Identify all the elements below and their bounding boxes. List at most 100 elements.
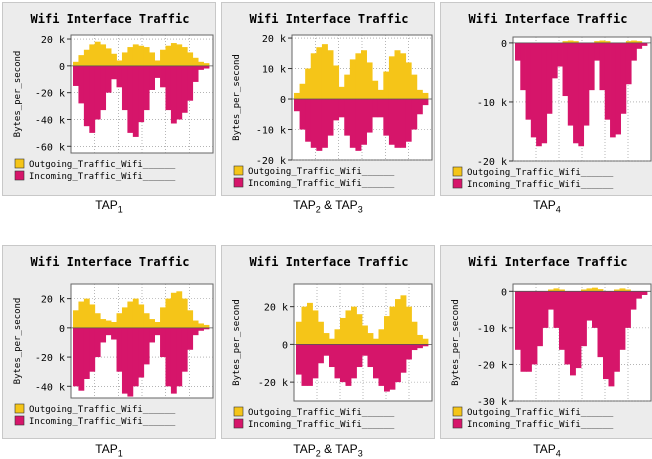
incoming-bar <box>395 344 401 383</box>
legend-label-outgoing: Outgoing_Traffic_Wifi______ <box>467 408 614 418</box>
incoming-bar <box>94 65 101 120</box>
incoming-bar <box>307 344 313 386</box>
incoming-bar <box>329 344 335 368</box>
incoming-bar <box>546 42 553 114</box>
incoming-bar <box>630 291 637 310</box>
chart-title: Wifi Interface Traffic <box>469 12 628 26</box>
y-axis-label: Bytes_per_second <box>451 299 461 386</box>
incoming-bar <box>553 291 560 328</box>
outgoing-bar <box>411 321 418 345</box>
incoming-bar <box>411 344 418 351</box>
outgoing-bar <box>422 338 429 345</box>
outgoing-bar <box>143 313 150 328</box>
incoming-bar <box>165 327 172 387</box>
incoming-bar <box>394 99 401 148</box>
outgoing-bar <box>362 325 368 345</box>
incoming-bar <box>583 42 590 126</box>
legend-label-incoming: Incoming_Traffic_Wifi______ <box>467 180 614 190</box>
traffic-chart-panel: Wifi Interface Traffic 20 k 0 -20 k -40 k -60… <box>2 2 216 196</box>
y-axis-label: Bytes_per_second <box>232 299 242 386</box>
legend-swatch-incoming <box>14 415 25 426</box>
outgoing-bar <box>321 44 328 100</box>
outgoing-bar <box>301 306 308 345</box>
legend-label-incoming: Incoming_Traffic_Wifi______ <box>29 417 176 427</box>
incoming-bar <box>312 344 319 379</box>
outgoing-bar <box>349 59 356 100</box>
legend-swatch-incoming <box>233 418 244 429</box>
incoming-bar <box>564 291 571 365</box>
incoming-bar <box>388 99 395 145</box>
outgoing-bar <box>344 74 351 100</box>
chart-svg: Wifi Interface Traffic 20 k 0 -20 k -40 k -60… <box>13 12 214 182</box>
outgoing-bar <box>389 306 396 345</box>
outgoing-bar <box>573 41 579 43</box>
incoming-bar <box>586 291 593 321</box>
outgoing-bar <box>299 83 306 100</box>
incoming-bar <box>557 42 563 67</box>
incoming-bar <box>625 42 632 85</box>
outgoing-bar <box>83 298 90 328</box>
outgoing-bar <box>89 304 96 328</box>
caption-sub: 2 <box>315 448 321 459</box>
incoming-bar <box>132 327 139 387</box>
chart-title: Wifi Interface Traffic <box>469 255 628 269</box>
legend-label-outgoing: Outgoing_Traffic_Wifi______ <box>29 160 176 170</box>
incoming-bar <box>127 65 134 133</box>
legend-swatch-outgoing <box>452 406 463 417</box>
outgoing-bar <box>553 288 560 292</box>
outgoing-bar <box>116 313 123 328</box>
legend-label-incoming: Incoming_Traffic_Wifi______ <box>248 179 395 189</box>
incoming-bar <box>356 344 363 368</box>
incoming-bar <box>526 291 532 372</box>
caption-base: TAP <box>533 198 556 212</box>
incoming-bar <box>105 327 112 336</box>
outgoing-bar <box>111 53 117 66</box>
outgoing-bar <box>203 63 210 66</box>
chart-svg: Wifi Interface Traffic 0 -10 k -20 kOutgoin… <box>452 12 652 190</box>
incoming-bar <box>581 291 587 347</box>
incoming-bar <box>305 99 312 142</box>
caption-joiner: & <box>320 442 336 456</box>
incoming-bar <box>198 65 204 70</box>
outgoing-bar <box>636 41 643 43</box>
incoming-bar <box>562 42 569 97</box>
incoming-bar <box>594 42 600 61</box>
incoming-bar <box>641 42 648 46</box>
outgoing-bar <box>355 53 362 100</box>
incoming-bar <box>361 99 367 145</box>
incoming-bar <box>203 65 210 69</box>
y-tick-label: -40 k <box>35 115 65 126</box>
outgoing-bar <box>111 322 117 328</box>
outgoing-bar <box>154 60 161 66</box>
outgoing-bar <box>149 52 155 66</box>
tap-caption: TAP4 <box>440 198 652 214</box>
incoming-bar <box>530 42 537 138</box>
outgoing-bar <box>160 49 166 66</box>
y-axis-label: Bytes_per_second <box>232 54 242 141</box>
outgoing-bar <box>581 289 587 292</box>
outgoing-bar <box>592 287 598 292</box>
incoming-bar <box>111 327 117 340</box>
incoming-bar <box>400 344 407 373</box>
outgoing-bar <box>198 323 204 328</box>
outgoing-bar <box>378 329 385 345</box>
caption-base: TAP <box>533 442 556 456</box>
outgoing-bar <box>327 50 334 100</box>
incoming-bar <box>143 65 150 111</box>
incoming-bar <box>327 99 334 136</box>
y-tick-label: -20 k <box>35 89 65 100</box>
incoming-bar <box>198 327 204 331</box>
incoming-bar <box>338 99 345 118</box>
outgoing-bar <box>100 44 107 66</box>
incoming-bar <box>149 327 155 343</box>
incoming-bar <box>181 65 188 113</box>
y-tick-label: -20 k <box>35 353 65 364</box>
legend-swatch-outgoing <box>14 403 25 414</box>
incoming-bar <box>537 291 543 347</box>
y-tick-label: 0 <box>280 95 286 106</box>
caption-sub: 2 <box>315 204 321 215</box>
outgoing-bar <box>367 333 374 345</box>
outgoing-bar <box>105 48 112 66</box>
outgoing-bar <box>394 50 401 100</box>
outgoing-bar <box>116 60 123 66</box>
